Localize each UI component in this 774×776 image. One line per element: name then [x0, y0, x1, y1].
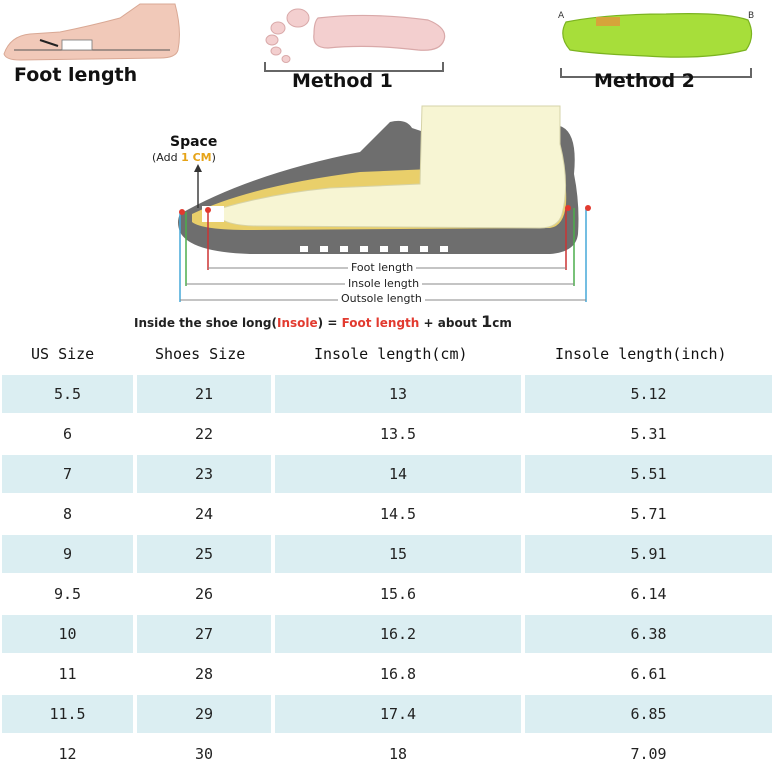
method2-measure-bar: [560, 68, 752, 78]
insole-inch-cell: 6.85: [525, 695, 772, 733]
table-row: 9.5 26 15.6 6.14: [0, 574, 774, 614]
size-chart-table: US Size Shoes Size Insole length(cm) Ins…: [0, 336, 774, 774]
table-row: 11 28 16.8 6.61: [0, 654, 774, 694]
us-size-cell: 9.5: [53, 585, 82, 603]
insole-inch-cell: 6.14: [630, 585, 667, 603]
footprint-illustration: [265, 8, 446, 63]
shoes-size-cell: 21: [137, 375, 271, 413]
header-us-size: US Size: [31, 345, 95, 363]
foot-side-illustration: [3, 3, 180, 61]
shoes-size-cell: 23: [137, 455, 271, 493]
insole-cm-cell: 17.4: [275, 695, 521, 733]
foot-length-caption: Foot length: [14, 64, 138, 86]
insole-inch-cell: 6.38: [525, 615, 772, 653]
insole-inch-cell: 7.09: [630, 745, 667, 763]
outsole-length-label: Outsole length: [338, 292, 425, 305]
table-row: 5.5 21 13 5.12: [0, 374, 774, 414]
table-header: US Size Shoes Size Insole length(cm) Ins…: [0, 336, 774, 374]
insole-inch-cell: 5.51: [525, 455, 772, 493]
insole-inch-cell: 6.61: [630, 665, 667, 683]
us-size-cell: 7: [2, 455, 133, 493]
insole-cm-cell: 13: [275, 375, 521, 413]
header-shoes-size: Shoes Size: [155, 345, 246, 363]
table-row: 12 30 18 7.09: [0, 734, 774, 774]
table-row: 8 24 14.5 5.71: [0, 494, 774, 534]
us-size-cell: 11.5: [2, 695, 133, 733]
us-size-cell: 6: [62, 425, 73, 443]
shoe-cross-section: [178, 105, 591, 302]
insole-inch-cell: 5.91: [525, 535, 772, 573]
insole-cm-cell: 16.2: [275, 615, 521, 653]
shoes-size-cell: 29: [137, 695, 271, 733]
table-row: 7 23 14 5.51: [0, 454, 774, 494]
insole-cm-cell: 13.5: [379, 425, 417, 443]
us-size-cell: 10: [2, 615, 133, 653]
insole-inch-cell: 5.71: [630, 505, 667, 523]
foot-length-label: Foot length: [348, 261, 417, 274]
insole-cm-cell: 15: [275, 535, 521, 573]
table-row: 9 25 15 5.91: [0, 534, 774, 574]
insole-cm-cell: 15.6: [379, 585, 417, 603]
header-insole-inch: Insole length(inch): [555, 345, 727, 363]
method1-measure-bar: [264, 62, 444, 72]
shoes-size-cell: 27: [137, 615, 271, 653]
measurement-illustrations: Foot length Method 1 A B Method 2: [0, 0, 774, 100]
insole-cm-cell: 16.8: [379, 665, 417, 683]
space-add-note: (Add 1 CM): [152, 151, 216, 164]
insole-length-label: Insole length: [345, 277, 423, 290]
header-insole-cm: Insole length(cm): [314, 345, 468, 363]
table-row: 6 22 13.5 5.31: [0, 414, 774, 454]
fit-formula: Inside the shoe long(Insole) = Foot leng…: [134, 312, 512, 331]
insole-cm-cell: 14.5: [379, 505, 417, 523]
shoes-size-cell: 24: [194, 505, 214, 523]
insole-inch-cell: 5.31: [630, 425, 667, 443]
shoe-fit-diagram: Space (Add 1 CM) Foot length Insole leng…: [130, 104, 610, 334]
us-size-cell: 9: [2, 535, 133, 573]
us-size-cell: 12: [58, 745, 77, 763]
insole-cm-cell: 18: [388, 745, 408, 763]
us-size-cell: 5.5: [2, 375, 133, 413]
insole-illustration: A B: [558, 11, 754, 58]
table-row: 11.5 29 17.4 6.85: [0, 694, 774, 734]
shoes-size-cell: 30: [194, 745, 214, 763]
insole-mark-a: A: [558, 11, 565, 21]
insole-mark-b: B: [748, 11, 754, 21]
space-label: Space: [170, 134, 218, 150]
shoes-size-cell: 25: [137, 535, 271, 573]
method1-caption: Method 1: [292, 70, 393, 92]
shoes-size-cell: 22: [194, 425, 214, 443]
us-size-cell: 8: [62, 505, 73, 523]
shoes-size-cell: 28: [194, 665, 214, 683]
method2-caption: Method 2: [594, 70, 695, 92]
insole-cm-cell: 14: [275, 455, 521, 493]
table-row: 10 27 16.2 6.38: [0, 614, 774, 654]
insole-inch-cell: 5.12: [525, 375, 772, 413]
shoes-size-cell: 26: [194, 585, 214, 603]
us-size-cell: 11: [58, 665, 77, 683]
